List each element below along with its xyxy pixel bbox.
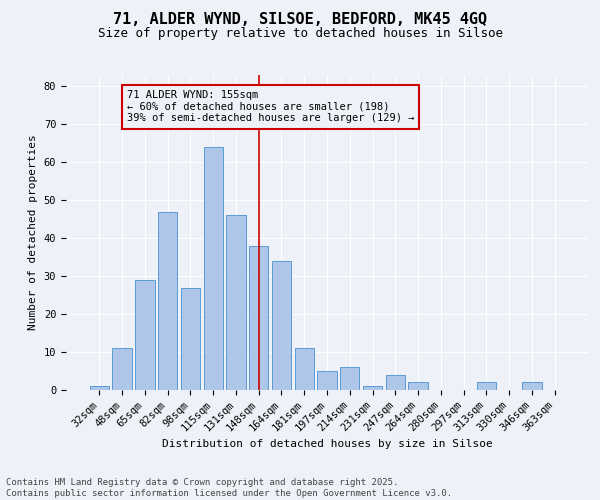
Text: Size of property relative to detached houses in Silsoe: Size of property relative to detached ho…: [97, 28, 503, 40]
Text: Contains HM Land Registry data © Crown copyright and database right 2025.
Contai: Contains HM Land Registry data © Crown c…: [6, 478, 452, 498]
Bar: [112, 348, 132, 390]
Bar: [317, 371, 337, 390]
Bar: [340, 367, 359, 390]
Bar: [363, 386, 382, 390]
Bar: [181, 288, 200, 390]
Bar: [226, 216, 245, 390]
Bar: [158, 212, 178, 390]
Bar: [249, 246, 268, 390]
Bar: [386, 375, 405, 390]
Bar: [203, 147, 223, 390]
Bar: [90, 386, 109, 390]
Bar: [522, 382, 542, 390]
Bar: [135, 280, 155, 390]
Bar: [409, 382, 428, 390]
Bar: [295, 348, 314, 390]
Text: 71, ALDER WYND, SILSOE, BEDFORD, MK45 4GQ: 71, ALDER WYND, SILSOE, BEDFORD, MK45 4G…: [113, 12, 487, 28]
Y-axis label: Number of detached properties: Number of detached properties: [28, 134, 38, 330]
X-axis label: Distribution of detached houses by size in Silsoe: Distribution of detached houses by size …: [161, 439, 493, 449]
Bar: [272, 261, 291, 390]
Bar: [476, 382, 496, 390]
Text: 71 ALDER WYND: 155sqm
← 60% of detached houses are smaller (198)
39% of semi-det: 71 ALDER WYND: 155sqm ← 60% of detached …: [127, 90, 414, 124]
